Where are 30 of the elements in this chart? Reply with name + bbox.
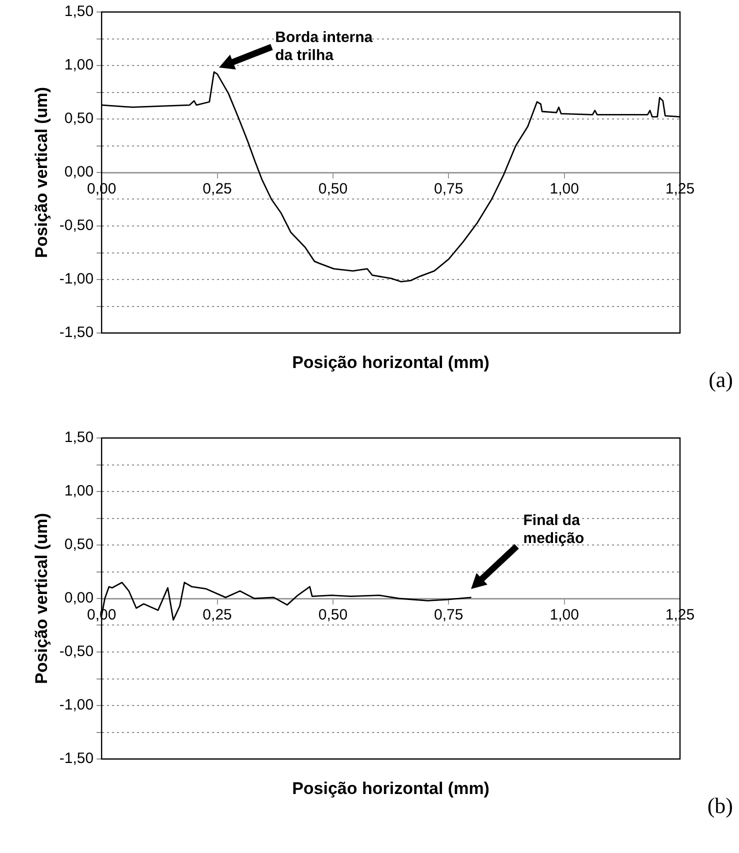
y-tick-label: -0,50	[59, 643, 94, 660]
x-tick-label: 0,25	[202, 606, 232, 624]
y-tick-label: 0,00	[64, 164, 94, 181]
y-tick-label: 0,50	[64, 536, 94, 554]
y-axis-title: Posição vertical (um)	[32, 86, 51, 258]
annotation: Final da medição	[523, 512, 584, 547]
y-tick-label: 0,00	[64, 590, 94, 607]
x-tick-label: 0,50	[318, 180, 348, 198]
x-tick-label: 1,00	[550, 606, 579, 624]
y-axis-title: Posição vertical (um)	[32, 512, 51, 684]
x-tick-label: 0,75	[434, 180, 464, 198]
y-tick-label: 0,50	[64, 110, 94, 128]
annotation: Borda interna da trilha	[275, 28, 374, 64]
y-tick-label: 1,00	[64, 56, 94, 74]
text: (b)	[707, 793, 733, 819]
x-tick-label: 0,75	[434, 606, 464, 624]
y-tick-label: 1,50	[64, 429, 94, 446]
x-tick-label: 0,50	[318, 606, 348, 624]
x-tick-label: 1,00	[550, 180, 579, 198]
y-tick-label: 1,50	[64, 3, 94, 20]
text: (a)	[708, 367, 733, 393]
x-axis-title: Posição horizontal (mm)	[291, 353, 490, 373]
y-tick-label: -0,50	[59, 217, 94, 234]
y-tick-label: -1,00	[59, 270, 94, 288]
y-tick-label: -1,50	[59, 750, 94, 768]
y-tick-label: -1,50	[59, 324, 94, 342]
y-tick-label: -1,00	[59, 696, 94, 714]
x-tick-label: 0,25	[202, 180, 232, 198]
x-axis-title: Posição horizontal (mm)	[291, 779, 490, 799]
y-tick-label: 1,00	[64, 482, 94, 500]
